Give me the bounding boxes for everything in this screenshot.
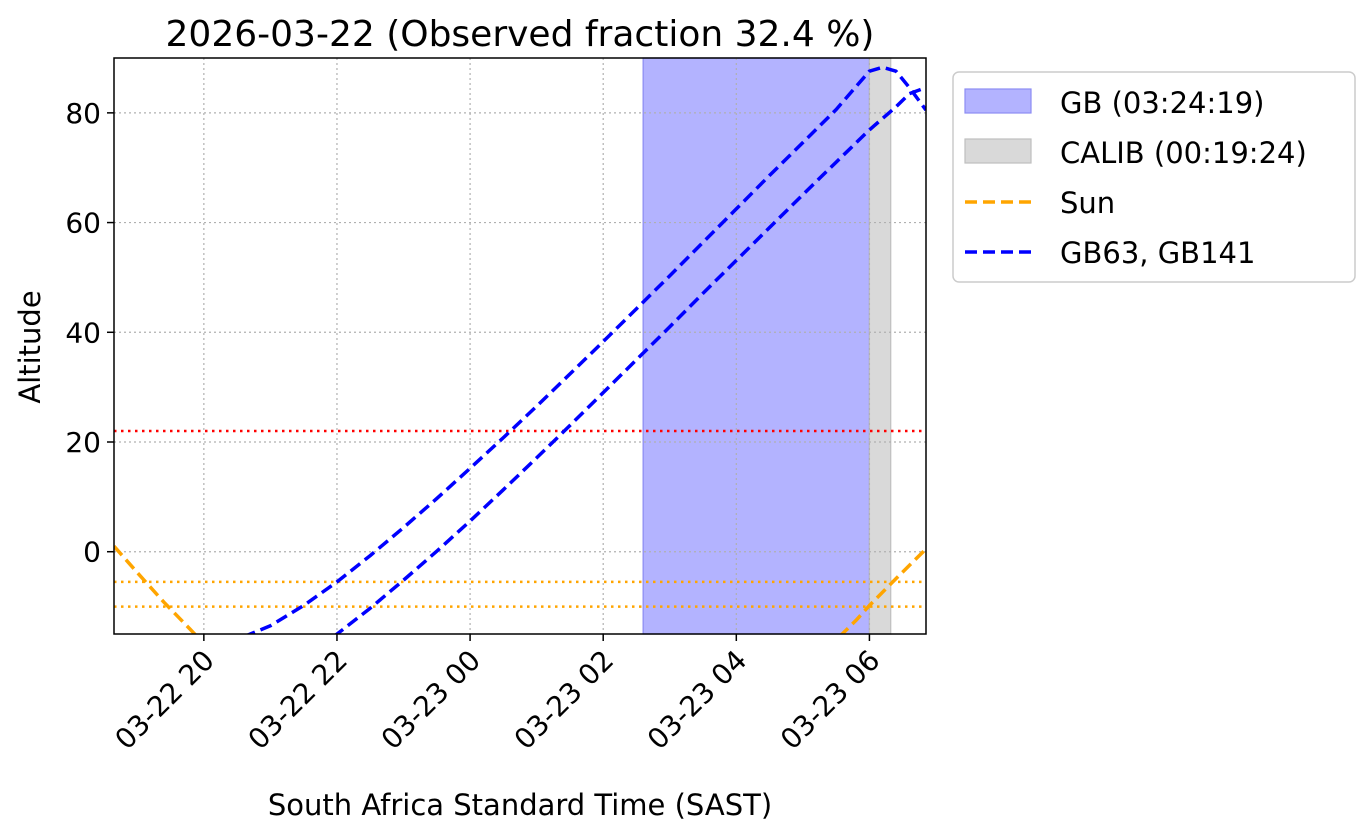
legend-label: GB (03:24:19) bbox=[1060, 86, 1264, 120]
chart-title: 2026-03-22 (Observed fraction 32.4 %) bbox=[166, 14, 875, 55]
legend-label: GB63, GB141 bbox=[1060, 236, 1255, 270]
x-axis-title: South Africa Standard Time (SAST) bbox=[268, 788, 772, 822]
legend-frame bbox=[952, 71, 1356, 283]
axes-frame bbox=[113, 57, 927, 635]
series-line-sun bbox=[839, 547, 926, 634]
series-line-gb63 bbox=[245, 65, 926, 634]
y-tick-label: 60 bbox=[65, 207, 101, 240]
y-tick-label: 80 bbox=[65, 97, 101, 130]
series-line-sun bbox=[114, 545, 198, 634]
series-line-gb141 bbox=[334, 86, 926, 634]
legend-label: CALIB (00:19:24) bbox=[1060, 136, 1307, 170]
span-gb bbox=[642, 57, 871, 635]
y-tick-label: 40 bbox=[65, 316, 101, 349]
y-tick-label: 0 bbox=[83, 536, 101, 569]
span-calib bbox=[868, 57, 892, 635]
y-tick-label: 20 bbox=[65, 426, 101, 459]
legend-swatch-1 bbox=[964, 138, 1032, 164]
legend-swatch-0 bbox=[964, 88, 1032, 114]
legend-label: Sun bbox=[1060, 186, 1115, 220]
y-axis-title: Altitude bbox=[13, 290, 47, 403]
legend: GB (03:24:19) CALIB (00:19:24) Sun GB63, GB… bbox=[952, 71, 1356, 283]
